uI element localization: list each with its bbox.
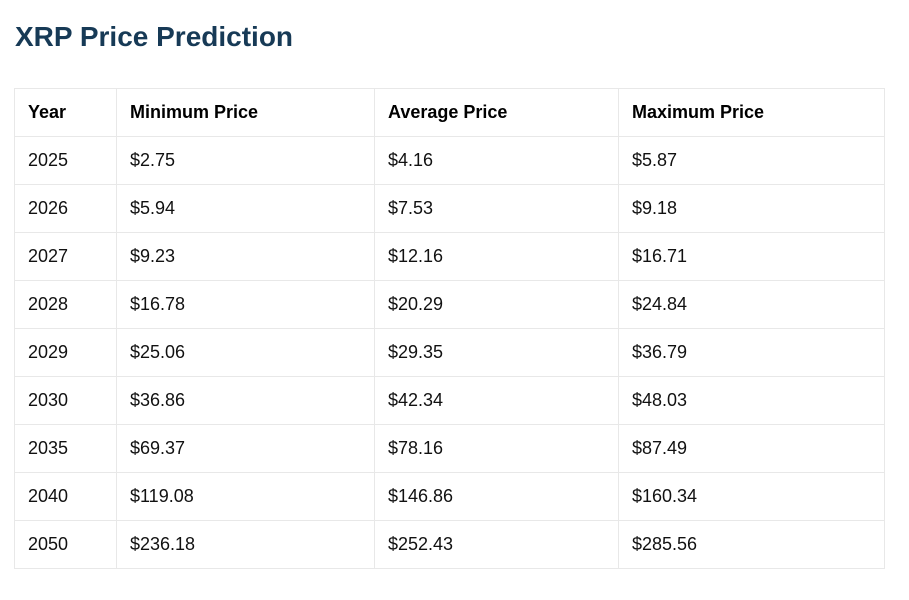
max-price-cell: $24.84 [618,280,885,329]
price-prediction-table: Year Minimum Price Average Price Maximum… [14,88,885,569]
table-header: Year Minimum Price Average Price Maximum… [14,88,885,137]
avg-price-cell: $146.86 [374,472,619,521]
avg-price-cell: $4.16 [374,136,619,185]
year-cell: 2028 [14,280,117,329]
table-row: 2029 $25.06 $29.35 $36.79 [14,328,885,377]
year-cell: 2027 [14,232,117,281]
table-row: 2027 $9.23 $12.16 $16.71 [14,232,885,281]
min-price-cell: $236.18 [116,520,375,569]
avg-price-cell: $42.34 [374,376,619,425]
avg-price-cell: $7.53 [374,184,619,233]
min-price-cell: $36.86 [116,376,375,425]
year-cell: 2030 [14,376,117,425]
table-row: 2028 $16.78 $20.29 $24.84 [14,280,885,329]
max-price-cell: $285.56 [618,520,885,569]
min-price-cell: $9.23 [116,232,375,281]
max-price-cell: $9.18 [618,184,885,233]
max-price-cell: $16.71 [618,232,885,281]
table-row: 2030 $36.86 $42.34 $48.03 [14,376,885,425]
min-price-cell: $16.78 [116,280,375,329]
min-price-cell: $69.37 [116,424,375,473]
max-price-cell: $160.34 [618,472,885,521]
column-header-maximum-price: Maximum Price [618,88,885,137]
table-row: 2025 $2.75 $4.16 $5.87 [14,136,885,185]
page-title: XRP Price Prediction [15,21,294,52]
column-header-year: Year [14,88,117,137]
min-price-cell: $119.08 [116,472,375,521]
avg-price-cell: $12.16 [374,232,619,281]
avg-price-cell: $20.29 [374,280,619,329]
year-cell: 2035 [14,424,117,473]
table-body: 2025 $2.75 $4.16 $5.87 2026 $5.94 $7.53 … [14,136,885,569]
max-price-cell: $5.87 [618,136,885,185]
avg-price-cell: $252.43 [374,520,619,569]
year-cell: 2029 [14,328,117,377]
year-cell: 2025 [14,136,117,185]
min-price-cell: $25.06 [116,328,375,377]
min-price-cell: $5.94 [116,184,375,233]
table-row: 2050 $236.18 $252.43 $285.56 [14,520,885,569]
max-price-cell: $48.03 [618,376,885,425]
year-cell: 2040 [14,472,117,521]
header-row: Year Minimum Price Average Price Maximum… [14,88,885,137]
min-price-cell: $2.75 [116,136,375,185]
year-cell: 2050 [14,520,117,569]
avg-price-cell: $29.35 [374,328,619,377]
column-header-average-price: Average Price [374,88,619,137]
table-row: 2040 $119.08 $146.86 $160.34 [14,472,885,521]
max-price-cell: $36.79 [618,328,885,377]
year-cell: 2026 [14,184,117,233]
max-price-cell: $87.49 [618,424,885,473]
avg-price-cell: $78.16 [374,424,619,473]
column-header-minimum-price: Minimum Price [116,88,375,137]
table-row: 2035 $69.37 $78.16 $87.49 [14,424,885,473]
table-row: 2026 $5.94 $7.53 $9.18 [14,184,885,233]
